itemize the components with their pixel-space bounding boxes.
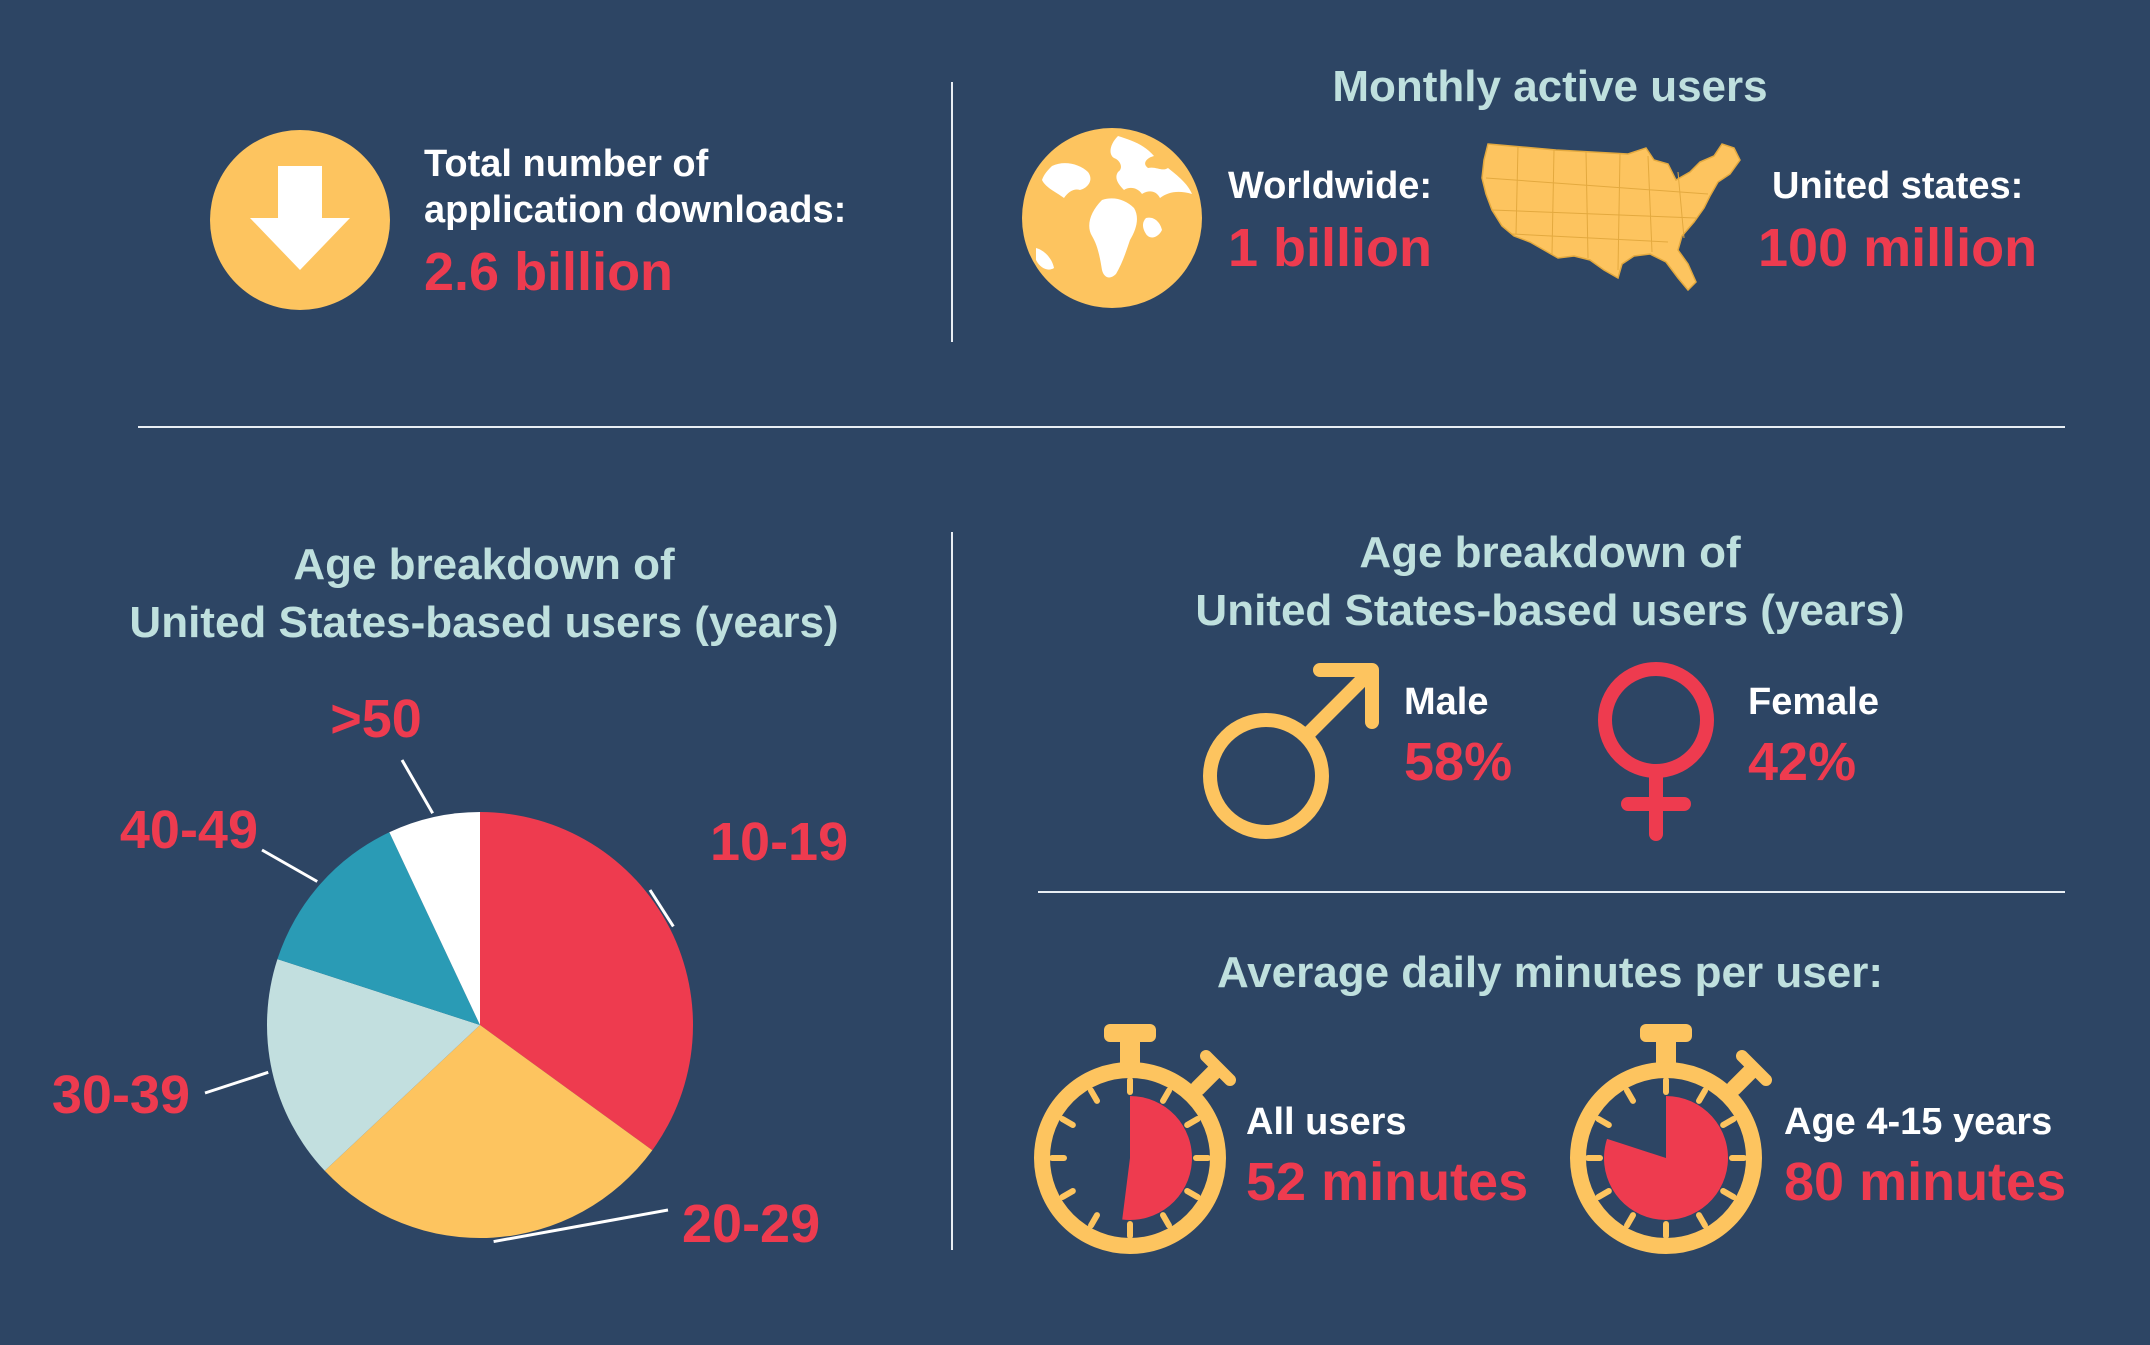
stopwatch-tick (1160, 1087, 1172, 1104)
female-value: 42% (1748, 732, 1857, 792)
stopwatch-crown (1104, 1024, 1156, 1042)
stopwatch-tick (1088, 1212, 1100, 1229)
female-symbol-icon (1598, 662, 1714, 841)
pie-label: 20-29 (682, 1194, 820, 1254)
stopwatch-tick (1720, 1188, 1737, 1200)
us-value: 100 million (1758, 218, 2038, 278)
pie-slice-20-29 (324, 1025, 653, 1238)
us-label: United states: (1772, 165, 2024, 207)
downloads-label-line2: application downloads: (424, 189, 847, 231)
male-symbol-icon (1203, 663, 1379, 839)
worldwide-label: Worldwide: (1228, 165, 1433, 207)
stopwatch-tick (1696, 1087, 1708, 1104)
mau-title: Monthly active users (1332, 62, 1768, 111)
gender-title-line2: United States-based users (years) (1195, 586, 1905, 635)
gender-title-line1: Age breakdown of (1359, 528, 1741, 577)
stopwatch-tick (1696, 1212, 1708, 1229)
age-pie-chart: 10-19 20-29 30-39 40-49 >50 (52, 689, 848, 1254)
pie-leader-line (204, 1070, 269, 1095)
all-users-value: 52 minutes (1246, 1152, 1529, 1212)
pie-slice-10-19 (480, 812, 693, 1151)
pie-label: 40-49 (120, 800, 258, 860)
globe-icon (1022, 128, 1202, 308)
stopwatch-tick (1184, 1116, 1201, 1128)
stopwatch-stem (1120, 1040, 1140, 1066)
stopwatch-stem (1656, 1040, 1676, 1066)
stopwatch-tick (1595, 1188, 1612, 1200)
male-label: Male (1404, 681, 1489, 723)
stopwatch-tick (1088, 1087, 1100, 1104)
stopwatch-icon-age-4-15 (1570, 1024, 1772, 1254)
stopwatch-tick (1624, 1087, 1636, 1104)
pie-leader-line (648, 889, 675, 928)
male-value: 58% (1404, 732, 1513, 792)
worldwide-value: 1 billion (1228, 218, 1433, 278)
downloads-value: 2.6 billion (424, 242, 674, 302)
stopwatch-button (1726, 1062, 1760, 1096)
stopwatch-button-cap (1200, 1050, 1236, 1086)
top-vertical-divider (951, 82, 953, 342)
pie-label: 30-39 (52, 1065, 190, 1125)
right-horizontal-divider (1038, 891, 2065, 893)
pie-leader-line (493, 1208, 669, 1244)
kids-value: 80 minutes (1784, 1152, 2067, 1212)
stopwatch-tick (1624, 1212, 1636, 1229)
pie-title-line1: Age breakdown of (293, 540, 675, 589)
pie-slice-40-49 (277, 832, 480, 1025)
downloads-label-line1: Total number of (424, 143, 709, 185)
pie-label: 10-19 (710, 812, 848, 872)
stopwatch-button (1190, 1062, 1224, 1096)
stopwatch-icon-all-users (1034, 1024, 1236, 1254)
stopwatch-tick (1160, 1212, 1172, 1229)
pie-slice-50 (389, 812, 480, 1025)
stopwatch-tick (1720, 1116, 1737, 1128)
pie-label: >50 (330, 689, 422, 749)
pie-slice-30-39 (266, 959, 480, 1171)
all-users-label: All users (1246, 1101, 1407, 1143)
stopwatch-crown (1640, 1024, 1692, 1042)
stopwatch-button-cap (1736, 1050, 1772, 1086)
stopwatch-fill (1122, 1096, 1192, 1220)
bottom-vertical-divider (951, 532, 953, 1250)
usa-map-icon (1481, 143, 1741, 292)
horizontal-divider (138, 426, 2065, 428)
stopwatch-tick (1059, 1188, 1076, 1200)
stopwatch-fill (1604, 1096, 1728, 1220)
kids-label: Age 4-15 years (1784, 1101, 2053, 1143)
download-arrow-icon (210, 130, 390, 310)
stopwatch-tick (1595, 1116, 1612, 1128)
pie-title-line2: United States-based users (years) (129, 598, 839, 647)
stopwatch-tick (1184, 1188, 1201, 1200)
stopwatch-tick (1059, 1116, 1076, 1128)
minutes-title: Average daily minutes per user: (1217, 948, 1883, 997)
female-label: Female (1748, 681, 1879, 723)
pie-leader-line (400, 759, 434, 814)
pie-leader-line (261, 848, 318, 883)
